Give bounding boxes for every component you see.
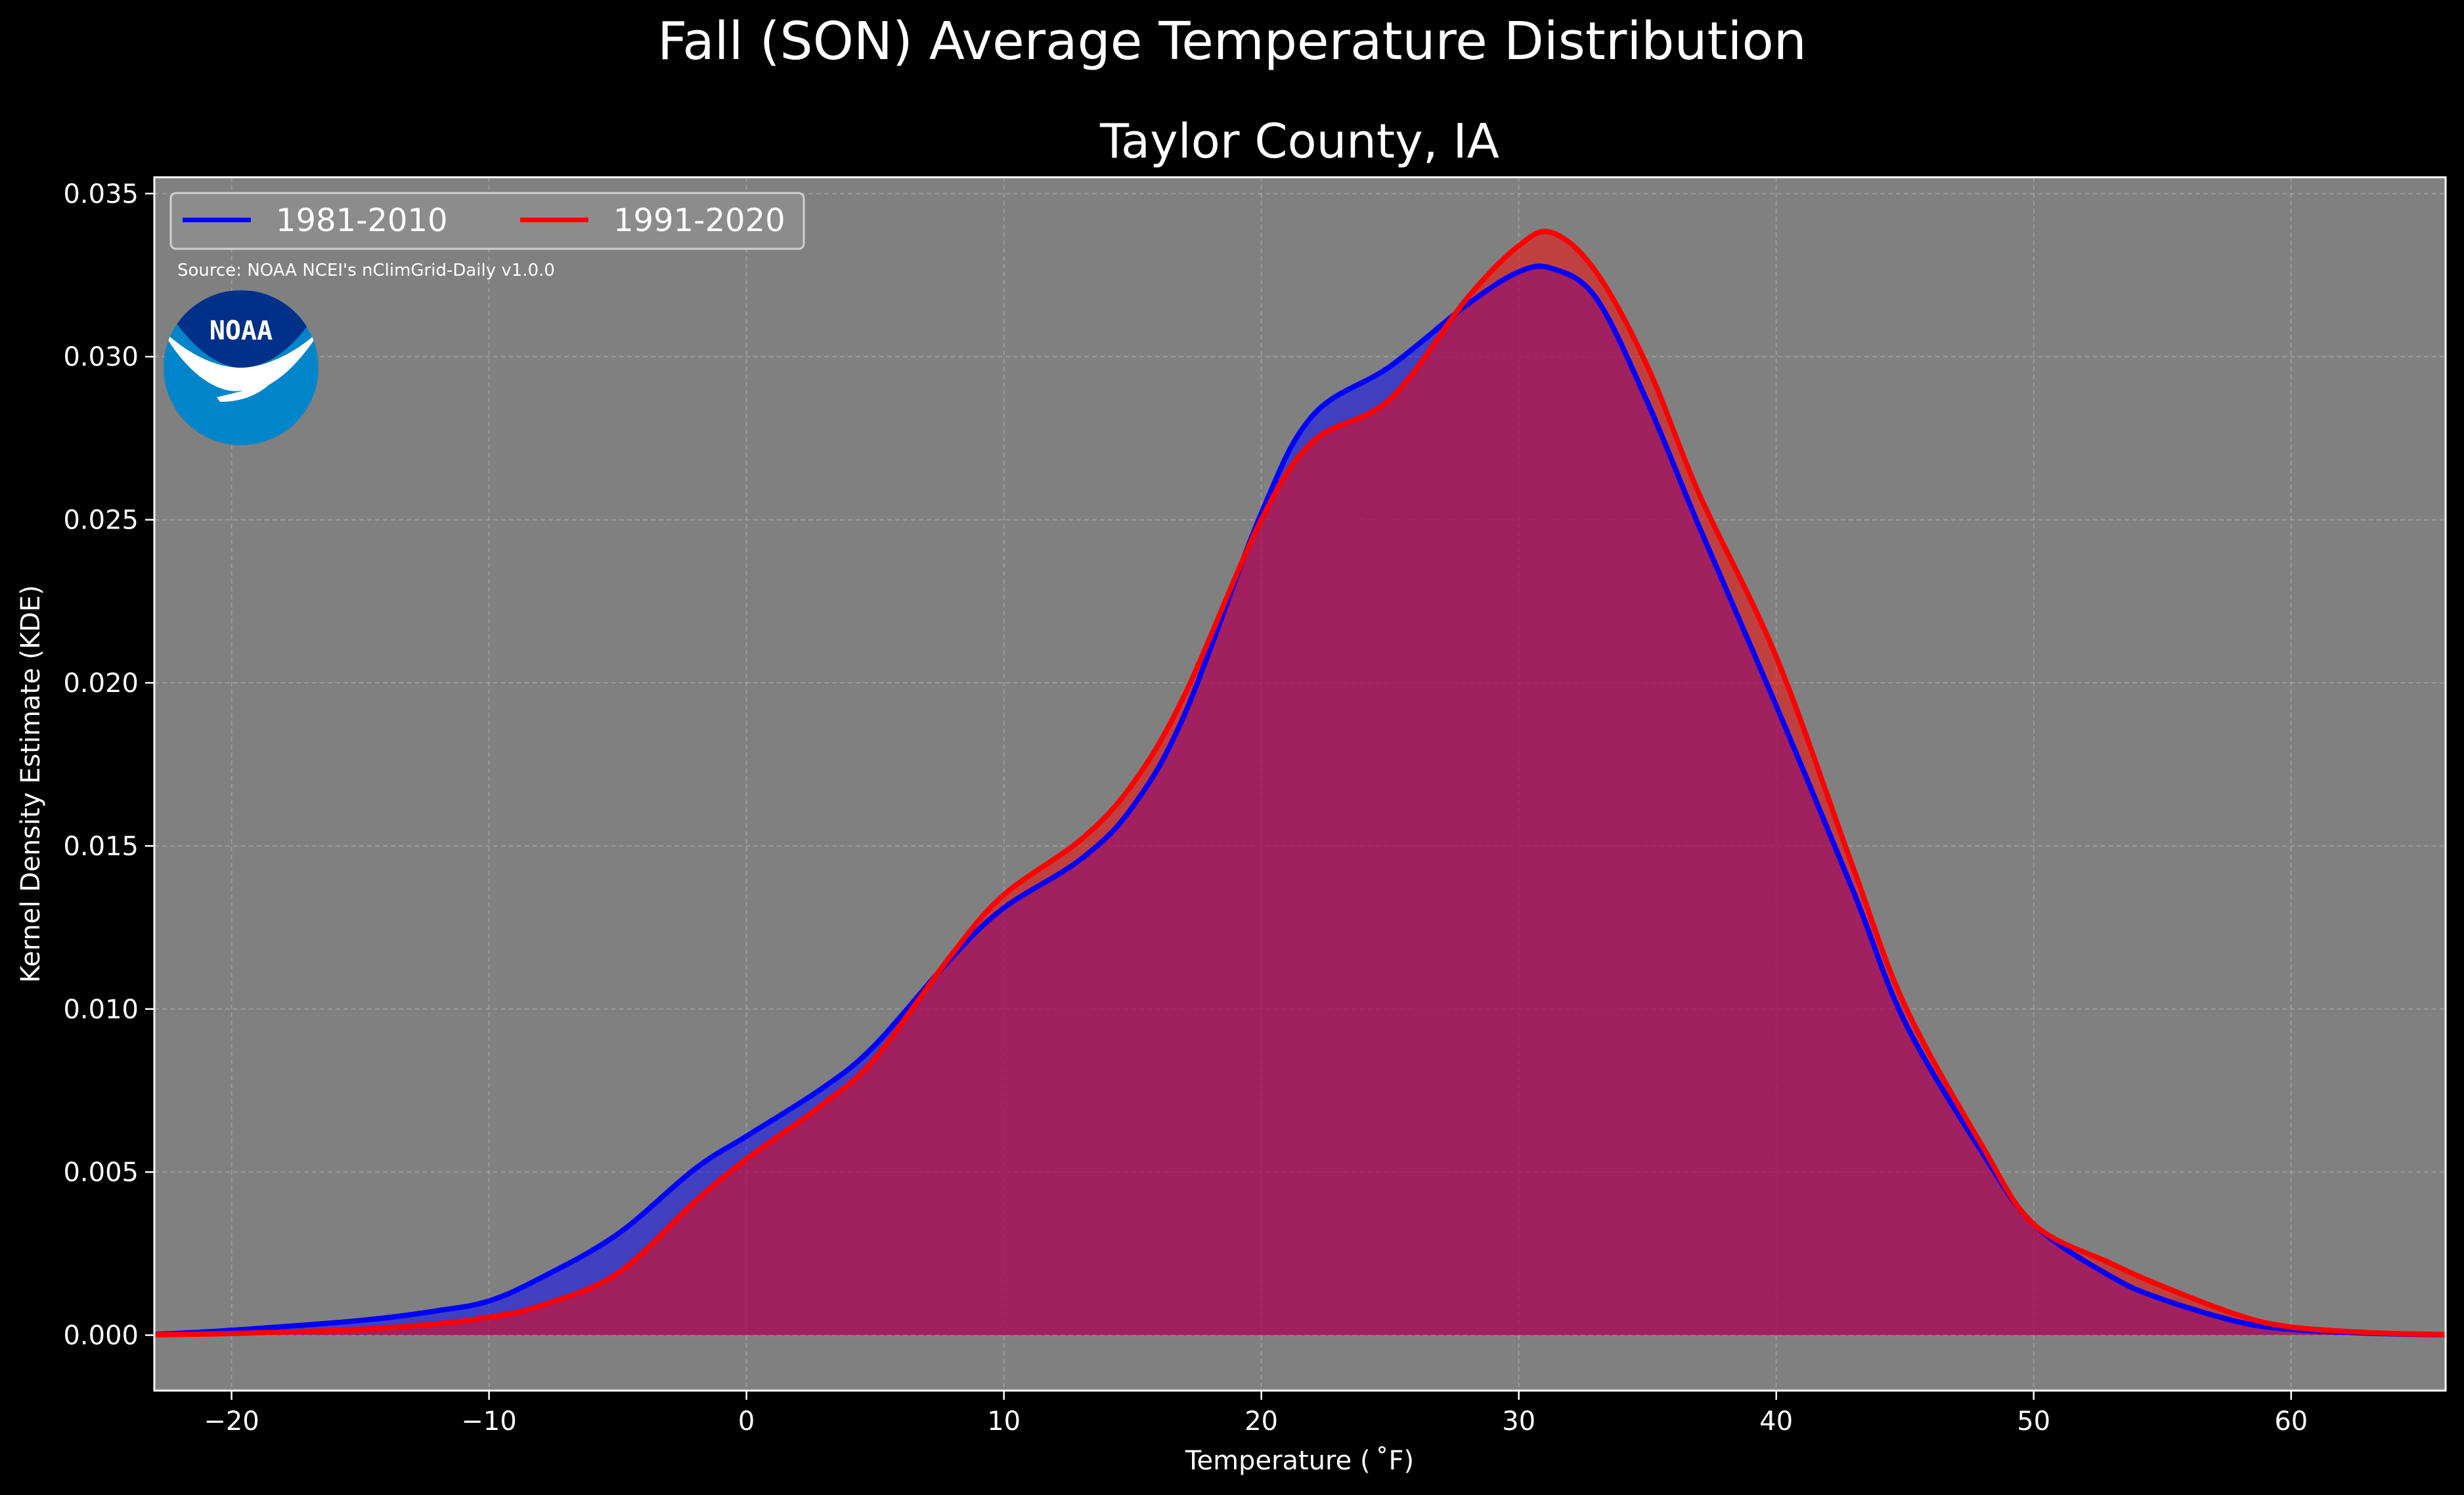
chart-title: Fall (SON) Average Temperature Distribut… — [657, 11, 1807, 72]
y-tick-label: 0.010 — [63, 995, 139, 1025]
x-tick-label: 60 — [2274, 1406, 2308, 1437]
y-tick-label: 0.030 — [63, 342, 139, 372]
y-tick-label: 0.025 — [63, 506, 139, 536]
x-tick-label: 10 — [987, 1406, 1021, 1437]
legend-box — [169, 192, 805, 250]
legend-label-1981-2010: 1981-2010 — [276, 202, 448, 239]
x-tick-label: 30 — [1502, 1406, 1535, 1437]
line-1991-2020 — [154, 228, 2446, 1338]
x-tick-label: −10 — [461, 1406, 516, 1437]
series-layer — [154, 228, 2446, 1338]
legend: 1981-2010 1991-2020 — [169, 192, 805, 250]
x-tick-label: 40 — [1759, 1406, 1793, 1437]
y-tick-label: 0.015 — [63, 831, 139, 861]
legend-label-1991-2020: 1991-2020 — [613, 202, 785, 239]
y-tick-label: 0.020 — [63, 668, 139, 699]
x-tick-label: 20 — [1244, 1406, 1278, 1437]
plot-frame — [153, 176, 2447, 1392]
area-1991-2020 — [154, 231, 2446, 1335]
x-axis-label: Temperature ( ˚F) — [1185, 1446, 1414, 1476]
x-tick-label: 50 — [2017, 1406, 2050, 1437]
chart-subtitle: Taylor County, IA — [1099, 114, 1499, 169]
source-annotation: Source: NOAA NCEI's nClimGrid-Daily v1.0… — [177, 261, 555, 280]
y-tick-label: 0.005 — [63, 1158, 139, 1188]
y-axis-label: Kernel Density Estimate (KDE) — [16, 585, 46, 983]
ticks: −20 −10 0 10 20 30 40 50 60 0.000 0.005 0.010 0.015 0… — [63, 179, 2308, 1437]
noaa-logo: NOAA — [164, 290, 319, 445]
y-tick-label: 0.000 — [63, 1321, 139, 1351]
x-tick-label: 0 — [738, 1406, 755, 1437]
x-tick-label: −20 — [204, 1406, 259, 1437]
noaa-logo-text: NOAA — [209, 316, 273, 346]
y-tick-label: 0.035 — [63, 179, 139, 209]
